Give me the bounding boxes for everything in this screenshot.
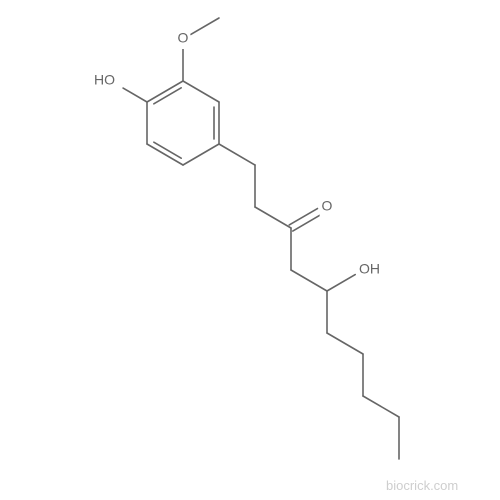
atom-label: OH: [359, 261, 380, 277]
atom-label: O: [322, 198, 333, 214]
watermark: biocrick.com: [386, 478, 458, 493]
molecule-diagram: O HO O OH: [0, 0, 500, 500]
atom-label: HO: [94, 72, 115, 88]
atom-label: O: [178, 30, 189, 46]
